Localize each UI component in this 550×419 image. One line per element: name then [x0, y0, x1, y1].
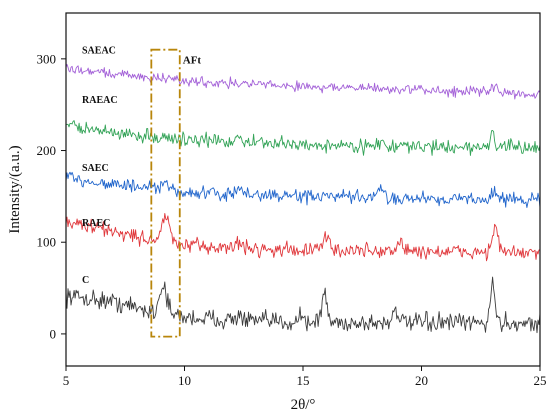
x-tick-label: 10: [178, 373, 191, 388]
y-ticks: 0 100 200 300: [37, 51, 66, 341]
y-tick-label: 300: [37, 51, 57, 66]
series-layer: [65, 63, 541, 334]
series-line-c: [65, 276, 541, 334]
axes: 5 10 15 20 25 0 100 200 300 2θ/° Intensity/(a.u…: [7, 12, 547, 413]
series-label-saec: SAEC: [82, 163, 109, 174]
x-ticks: 5 10 15 20 25: [63, 366, 547, 388]
series-line-raec: [65, 213, 540, 262]
aft-region-box: [150, 48, 181, 338]
x-axis-label: 2θ/°: [291, 397, 316, 413]
annotation-layer: AFt: [150, 48, 202, 338]
series-label-c: C: [82, 275, 89, 286]
series-labels: C RAEC SAEC RAEAC SAEAC: [82, 46, 118, 286]
series-label-raeac: RAEAC: [82, 95, 118, 106]
series-label-raec: RAEC: [82, 218, 110, 229]
plot-frame: [65, 12, 541, 367]
y-tick-label: 200: [37, 143, 57, 158]
x-tick-label: 5: [63, 373, 70, 388]
x-tick-label: 20: [415, 373, 428, 388]
y-tick-label: 0: [50, 326, 57, 341]
series-line-raeac: [65, 120, 541, 156]
aft-label: AFt: [183, 55, 202, 67]
series-label-saeac: SAEAC: [82, 46, 116, 57]
series-line-saec: [65, 171, 541, 208]
y-tick-label: 100: [37, 235, 57, 250]
x-tick-label: 15: [297, 373, 310, 388]
y-axis-label: Intensity/(a.u.): [7, 145, 23, 233]
series-line-saeac: [65, 63, 541, 100]
x-tick-label: 25: [534, 373, 547, 388]
